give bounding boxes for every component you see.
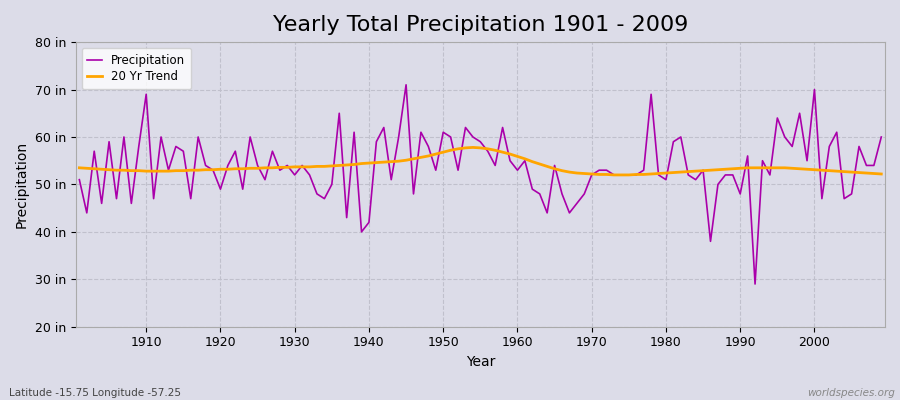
Title: Yearly Total Precipitation 1901 - 2009: Yearly Total Precipitation 1901 - 2009 xyxy=(273,15,688,35)
20 Yr Trend xyxy=(608,172,619,177)
Legend: Precipitation, 20 Yr Trend: Precipitation, 20 Yr Trend xyxy=(82,48,191,89)
Y-axis label: Precipitation: Precipitation xyxy=(15,141,29,228)
20 Yr Trend xyxy=(519,156,530,161)
20 Yr Trend xyxy=(616,172,626,177)
Precipitation xyxy=(297,163,308,168)
20 Yr Trend xyxy=(133,168,144,173)
20 Yr Trend xyxy=(876,172,886,176)
Text: Latitude -15.75 Longitude -57.25: Latitude -15.75 Longitude -57.25 xyxy=(9,388,181,398)
Line: 20 Yr Trend: 20 Yr Trend xyxy=(79,148,881,175)
Precipitation xyxy=(608,172,619,177)
20 Yr Trend xyxy=(341,162,352,167)
Precipitation xyxy=(341,215,352,220)
20 Yr Trend xyxy=(74,166,85,170)
Precipitation xyxy=(133,144,144,149)
Precipitation xyxy=(519,158,530,163)
20 Yr Trend xyxy=(512,154,523,159)
Precipitation xyxy=(400,82,411,87)
20 Yr Trend xyxy=(297,164,308,169)
Precipitation xyxy=(74,177,85,182)
20 Yr Trend xyxy=(467,145,478,150)
Text: worldspecies.org: worldspecies.org xyxy=(807,388,896,398)
X-axis label: Year: Year xyxy=(465,355,495,369)
Precipitation xyxy=(512,168,523,172)
Precipitation xyxy=(876,134,886,139)
Precipitation xyxy=(750,282,760,286)
Line: Precipitation: Precipitation xyxy=(79,85,881,284)
